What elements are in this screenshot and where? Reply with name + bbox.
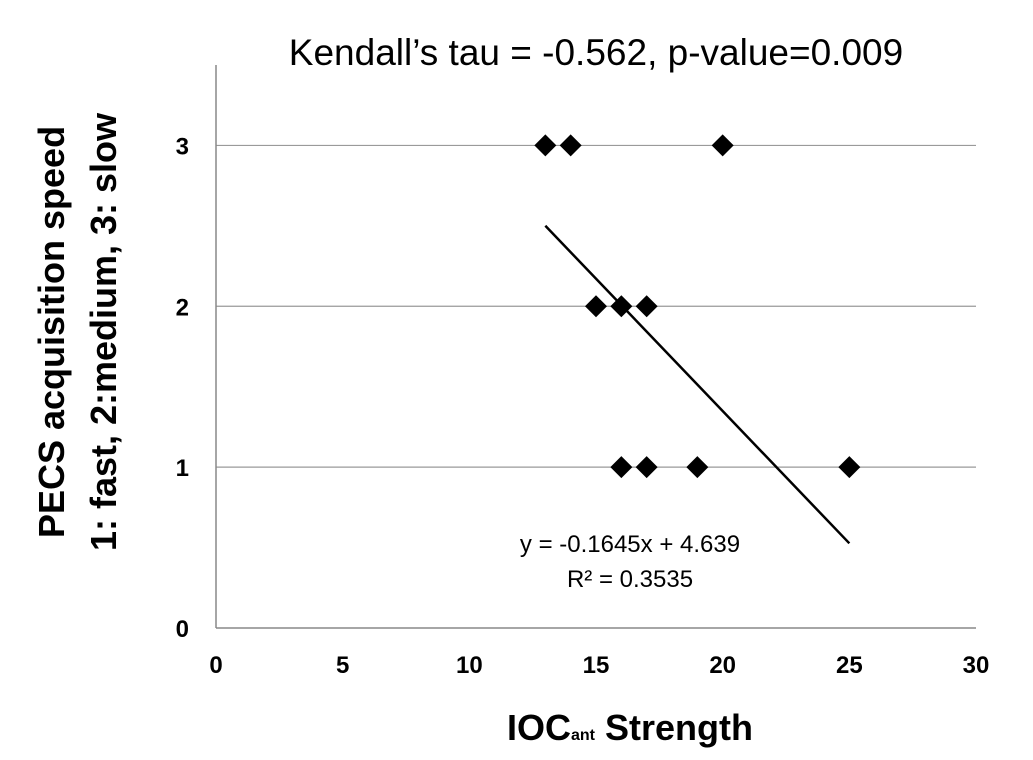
x-tick-label: 20 bbox=[709, 652, 736, 679]
x-tick-label: 30 bbox=[963, 652, 990, 679]
data-point bbox=[635, 295, 658, 318]
x-tick-label: 0 bbox=[209, 652, 222, 679]
data-point bbox=[534, 134, 557, 157]
y-tick-label: 1 bbox=[176, 455, 189, 482]
y-axis-title: PECS acquisition speed 1: fast, 2:medium… bbox=[31, 112, 124, 551]
x-tick-label: 10 bbox=[456, 652, 483, 679]
x-axis-title-subscript: ant bbox=[571, 727, 596, 744]
data-point bbox=[585, 295, 607, 318]
x-tick-labels: 0 5 10 15 20 25 30 bbox=[209, 652, 989, 679]
data-point bbox=[838, 456, 861, 479]
data-point bbox=[610, 295, 633, 318]
x-axis-title-rest: Strength bbox=[595, 707, 753, 748]
axes bbox=[215, 65, 976, 629]
y-axis-title-line2: 1: fast, 2:medium, 3: slow bbox=[83, 112, 124, 551]
chart-title: Kendall’s tau = -0.562, p-value=0.009 bbox=[289, 32, 903, 73]
y-tick-label: 2 bbox=[176, 294, 189, 321]
trendline bbox=[544, 224, 851, 545]
data-points bbox=[534, 134, 861, 479]
trendline-group bbox=[544, 224, 851, 545]
x-tick-label: 25 bbox=[836, 652, 863, 679]
data-point bbox=[686, 456, 709, 479]
data-point bbox=[559, 134, 582, 157]
x-tick-label: 5 bbox=[336, 652, 349, 679]
y-tick-label: 3 bbox=[176, 133, 189, 160]
data-point bbox=[610, 456, 633, 479]
x-tick-label: 15 bbox=[583, 652, 610, 679]
r-squared-label: R² = 0.3535 bbox=[567, 566, 693, 593]
data-point bbox=[635, 456, 658, 479]
x-axis-title: IOCant Strength bbox=[507, 707, 753, 748]
x-axis-title-main: IOC bbox=[507, 707, 571, 748]
y-axis-title-line1: PECS acquisition speed bbox=[31, 126, 72, 538]
y-tick-label: 0 bbox=[176, 616, 189, 643]
data-point bbox=[711, 134, 734, 157]
trendline-equation: y = -0.1645x + 4.639 bbox=[520, 531, 740, 558]
y-tick-labels: 0 1 2 3 bbox=[176, 133, 189, 643]
